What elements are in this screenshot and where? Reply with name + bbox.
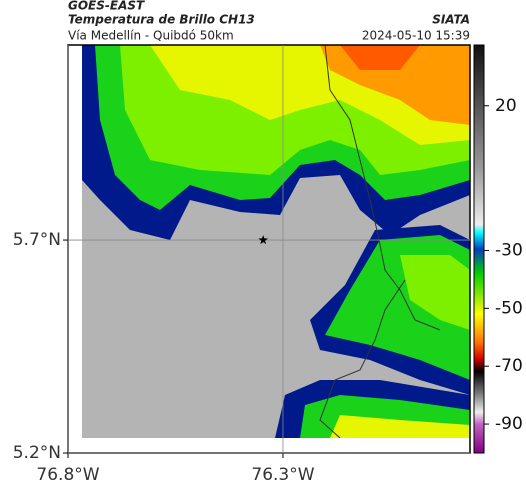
location: Vía Medellín - Quibdó 50km (68, 29, 234, 43)
location-marker (258, 235, 268, 245)
source: SIATA (432, 13, 470, 27)
y-tick-label: 5.2°N (13, 443, 61, 463)
colorbar-label: 20 (495, 96, 517, 116)
x-tick-label: 76.8°W (36, 465, 99, 485)
y-tick-label: 5.7°N (13, 230, 61, 250)
colorbar-label: -30 (495, 240, 523, 260)
x-tick-label: 76.3°W (251, 465, 314, 485)
colorbar (473, 44, 485, 454)
colorbar-label: -70 (495, 356, 523, 376)
colorbar-label: -50 (495, 298, 523, 318)
subtitle: Temperatura de Brillo CH13 (68, 13, 255, 27)
datetime: 2024-05-10 15:39 (362, 29, 470, 43)
satellite-image (82, 45, 470, 438)
colorbar-label: -90 (495, 414, 523, 434)
title: GOES-EAST (68, 0, 145, 13)
